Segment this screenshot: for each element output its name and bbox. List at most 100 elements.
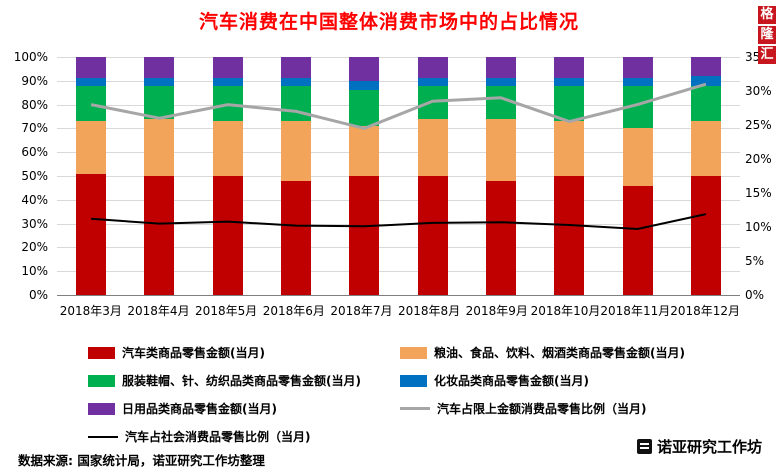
x-axis-label: 2018年9月 (465, 304, 528, 318)
legend-line-swatch (400, 407, 430, 410)
gridline (57, 80, 740, 82)
bar-segment (622, 85, 653, 129)
bar-segment (622, 57, 653, 79)
bar-group (398, 57, 466, 295)
bar-segment (76, 85, 107, 122)
source-note: 数据来源: 国家统计局，诺亚研究工作坊整理 (18, 453, 265, 468)
x-axis-label: 2018年3月 (59, 304, 122, 318)
bar-segment (690, 57, 721, 77)
left-axis-tick-label: 70% (21, 121, 48, 136)
bar-segment (144, 57, 175, 79)
bar-segment (212, 121, 243, 176)
x-axis-label: 2018年8月 (398, 304, 461, 318)
gridline (57, 152, 740, 154)
x-axis-label: 2018年10月 (530, 304, 601, 318)
left-axis-tick-label: 0% (28, 288, 48, 302)
right-axis-tick-label: 10% (745, 220, 772, 234)
gridline (57, 176, 740, 177)
bar-segment (349, 126, 380, 176)
brand-name: 诺亚研究工作坊 (656, 438, 762, 456)
bar-segment (417, 78, 448, 86)
legend-label: 化妆品类商品零售金额(当月) (434, 374, 589, 388)
legend-label: 汽车占社会消费品零售比例（当月) (125, 430, 311, 444)
bar-group (194, 57, 262, 295)
bar-segment (485, 118, 516, 181)
bar-segment (417, 118, 448, 176)
bar-segment (622, 128, 653, 186)
bar-segment (622, 185, 653, 295)
right-axis-tick-label: 20% (745, 152, 772, 166)
bar-group (672, 57, 740, 295)
bar-segment (76, 121, 107, 174)
right-axis-tick-label: 30% (745, 84, 772, 98)
bar-segment (485, 57, 516, 79)
bar-group (467, 57, 535, 295)
legend-label: 汽车类商品零售金额(当月) (122, 346, 265, 360)
plot-area (57, 57, 740, 296)
gridline (57, 57, 740, 58)
legend-item: 服装鞋帽、针、纺织品类商品零售金额(当月) (88, 372, 400, 389)
left-axis-tick-label: 50% (21, 169, 48, 183)
bar-segment (349, 57, 380, 81)
bar-segment (212, 176, 243, 295)
bar-segment (281, 85, 312, 122)
x-axis-label: 2018年11月 (600, 304, 671, 318)
stacked-bar (690, 57, 721, 295)
legend-label: 汽车占限上金额消费品零售比例（当月) (437, 402, 647, 416)
left-axis-tick-label: 10% (21, 264, 48, 279)
bar-segment (281, 180, 312, 295)
brand-logo-icon (636, 439, 652, 454)
bar-group (603, 57, 671, 295)
bar-segment (554, 121, 585, 176)
x-axis-label: 2018年6月 (262, 304, 325, 318)
bar-segment (212, 78, 243, 86)
bar-segment (212, 57, 243, 79)
x-axis-label: 2018年4月 (127, 304, 190, 318)
bar-segment (485, 85, 516, 119)
legend-color-swatch (400, 374, 427, 387)
legend-item: 汽车占限上金额消费品零售比例（当月) (400, 400, 772, 417)
bar-segment (144, 118, 175, 176)
bar-segment (349, 80, 380, 91)
stacked-bar (349, 57, 380, 295)
right-axis-tick-label: 5% (745, 254, 765, 268)
bar-segment (690, 85, 721, 122)
bar-segment (349, 90, 380, 127)
legend: 汽车类商品零售金额(当月) 粮油、食品、饮料、烟酒类商品零售金额(当月) 服装鞋帽、… (88, 344, 772, 445)
legend-label: 服装鞋帽、针、纺织品类商品零售金额(当月) (122, 374, 361, 388)
stacked-bar (622, 57, 653, 295)
gridline (57, 199, 740, 201)
x-axis-label: 2018年12月 (670, 304, 741, 318)
legend-color-swatch (400, 346, 427, 359)
stacked-bar (485, 57, 516, 295)
bar-segment (281, 121, 312, 181)
legend-item: 汽车占社会消费品零售比例（当月) (88, 428, 400, 445)
bar-segment (690, 76, 721, 86)
legend-item: 日用品类商品零售金额(当月) (88, 400, 400, 417)
bar-segment (485, 78, 516, 86)
legend-label: 粮油、食品、饮料、烟酒类商品零售金额(当月) (434, 346, 685, 360)
bar-group (125, 57, 193, 295)
legend-item: 粮油、食品、饮料、烟酒类商品零售金额(当月) (400, 344, 772, 361)
gridline (57, 247, 740, 249)
bar-group (57, 57, 125, 295)
legend-item: 化妆品类商品零售金额(当月) (400, 372, 772, 389)
brand: 诺亚研究工作坊 (636, 436, 762, 457)
stacked-bars (57, 57, 740, 295)
watermark-gelonghui: 格隆汇 (758, 6, 776, 64)
legend-color-swatch (88, 346, 115, 359)
chart-title: 汽车消费在中国整体消费市场中的占比情况 (198, 11, 579, 33)
left-axis-tick-label: 20% (21, 240, 48, 255)
gridline (57, 271, 740, 273)
right-axis-labels: 35%30%25%20%15%10%5%0% (745, 50, 778, 302)
legend-item: 汽车类商品零售金额(当月) (88, 344, 400, 361)
left-axis-tick-label: 60% (21, 145, 48, 160)
bar-segment (76, 173, 107, 295)
left-axis-tick-label: 40% (21, 192, 48, 207)
bar-segment (622, 78, 653, 86)
right-axis-tick-label: 25% (745, 118, 772, 132)
watermark-char: 汇 (758, 46, 776, 64)
bar-segment (144, 78, 175, 86)
bar-segment (554, 57, 585, 79)
